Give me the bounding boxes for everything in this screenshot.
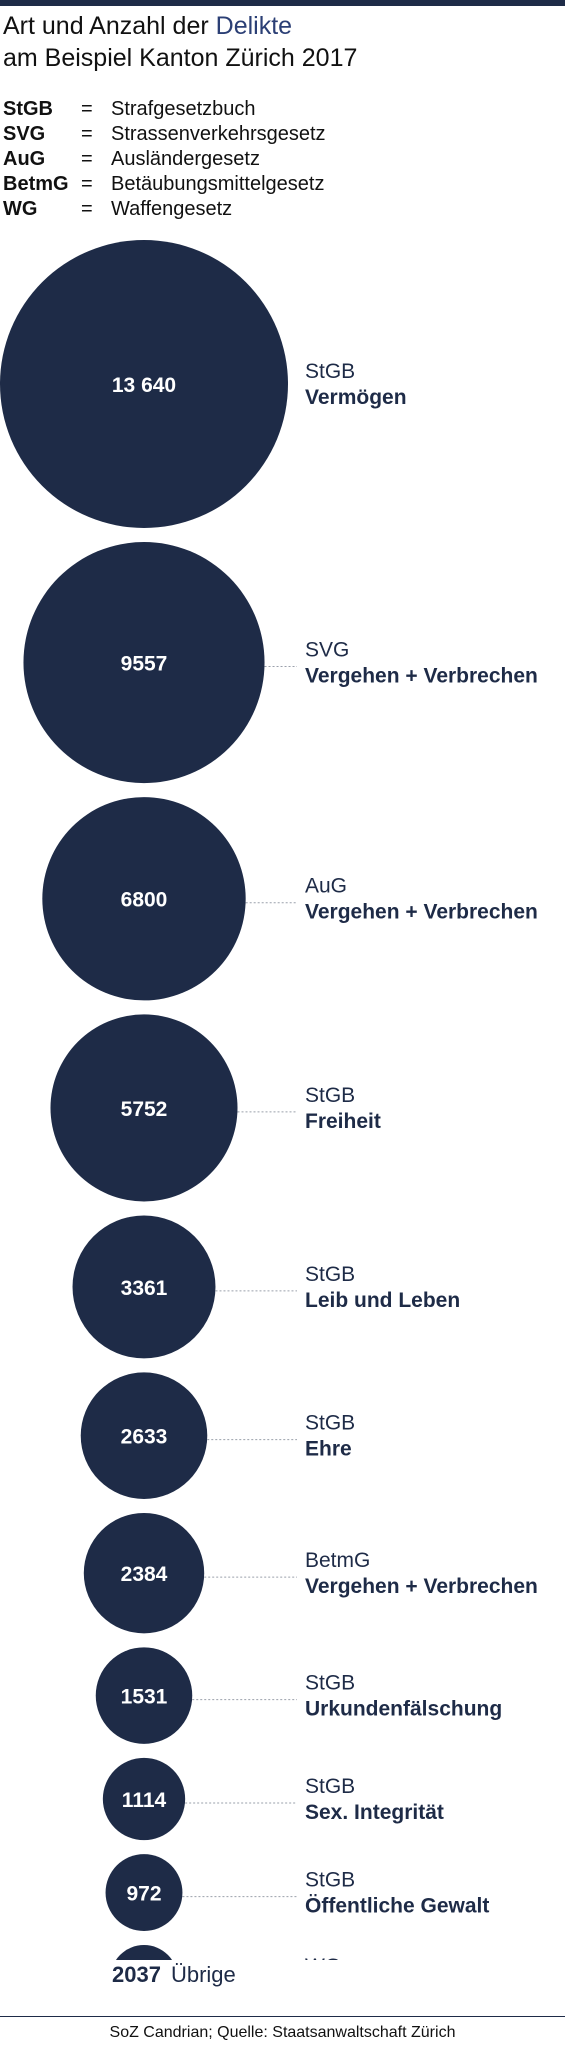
bubble-category-label: Urkundenfälschung xyxy=(305,1698,502,1721)
bubble-item: 2633 StGB Ehre xyxy=(80,1372,355,1499)
bubble-category-label: Ehre xyxy=(305,1438,352,1461)
bubble-value-label: 972 xyxy=(126,1883,161,1906)
others-value: 2037 xyxy=(112,1962,161,1987)
bubble xyxy=(83,1512,205,1634)
bubble-category-label: Vermögen xyxy=(305,386,407,409)
bubble-category-label: Öffentliche Gewalt xyxy=(305,1895,489,1918)
bubble-category-label: Vergehen + Verbrechen xyxy=(305,1575,538,1598)
legend-full: Strassenverkehrsgesetz xyxy=(111,123,326,145)
footer-rule xyxy=(0,2016,565,2017)
bubble xyxy=(50,1014,238,1202)
chart-title: Art und Anzahl der Delikte am Beispiel K… xyxy=(3,10,357,74)
title-line-2: am Beispiel Kanton Zürich 2017 xyxy=(3,44,358,72)
legend-row: StGB = Strafgesetzbuch xyxy=(3,97,326,122)
others-label: Übrige xyxy=(170,1962,236,1987)
bubble xyxy=(72,1215,216,1359)
bubble-item: 9557 SVG Vergehen + Verbrechen xyxy=(23,542,538,784)
legend-equals: = xyxy=(81,148,93,170)
legend-row: WG = Waffengesetz xyxy=(3,197,326,222)
bubble xyxy=(0,240,288,528)
legend-abbr: SVG xyxy=(3,123,46,145)
legend-full: Betäubungsmittelgesetz xyxy=(111,173,325,195)
bubble-item: 5752 StGB Freiheit xyxy=(50,1014,381,1202)
bubble-category-label: Freiheit xyxy=(305,1110,381,1133)
legend-equals: = xyxy=(81,123,93,145)
bubble-item: 6800 AuG Vergehen + Verbrechen xyxy=(42,797,538,1001)
bubble-law-label: StGB xyxy=(305,360,355,383)
bubble xyxy=(95,1647,193,1744)
title-highlight: Delikte xyxy=(215,12,293,40)
others-row: 2037 Übrige xyxy=(112,1962,236,1988)
bubble-item: 2384 BetmG Vergehen + Verbrechen xyxy=(83,1512,538,1634)
bubble-category-label: Sex. Integrität xyxy=(305,1801,444,1824)
bubble-law-label: StGB xyxy=(305,1869,355,1892)
bubble-category-label: Vergehen + Verbrechen xyxy=(305,665,538,688)
legend-equals: = xyxy=(81,173,93,195)
legend-equals: = xyxy=(81,98,93,120)
title-prefix: Art und Anzahl der xyxy=(3,12,209,40)
legend-abbr: WG xyxy=(3,198,38,220)
bubble-item: 1531 StGB Urkundenfälschung xyxy=(95,1647,502,1744)
bubble-item: 13 640 StGB Vermögen xyxy=(0,240,407,528)
bubble-law-label: BetmG xyxy=(305,1549,370,1572)
bubble-value-label: 1531 xyxy=(121,1686,168,1709)
bubble xyxy=(102,1757,186,1841)
bubble-law-label: StGB xyxy=(305,1412,355,1435)
legend-full: Waffengesetz xyxy=(111,198,233,220)
bubble xyxy=(80,1372,208,1499)
bubble-category-label: Vergehen + Verbrechen xyxy=(305,901,538,924)
bubble xyxy=(105,1854,183,1932)
bubble-value-label: 1114 xyxy=(122,1789,167,1812)
legend-row: SVG = Strassenverkehrsgesetz xyxy=(3,122,326,147)
bubble-law-label: AuG xyxy=(305,875,347,898)
bubble-category-label: Leib und Leben xyxy=(305,1289,460,1312)
bubble-value-label: 5752 xyxy=(121,1098,168,1121)
bubble-value-label: 2633 xyxy=(121,1426,168,1449)
bubble-value-label: 13 640 xyxy=(112,374,176,397)
legend-abbr: BetmG xyxy=(3,173,69,195)
bubble-value-label: 9557 xyxy=(121,653,168,676)
bubble xyxy=(23,542,265,784)
legend-full: Ausländergesetz xyxy=(111,148,260,170)
bubble-chart: 13 640 StGB Vermögen 9557 SVG Vergehen + Verb… xyxy=(0,240,538,1960)
legend-equals: = xyxy=(81,198,93,220)
bubble-value-label: 3361 xyxy=(121,1277,168,1300)
legend-row: AuG = Ausländergesetz xyxy=(3,147,326,172)
bubble-law-label: StGB xyxy=(305,1775,355,1798)
bubble-law-label: SVG xyxy=(305,639,349,662)
bubble-law-label: WG xyxy=(305,1955,341,1960)
bubble-value-label: 6800 xyxy=(121,889,168,912)
bubble-law-label: StGB xyxy=(305,1263,355,1286)
legend-full: Strafgesetzbuch xyxy=(111,98,256,120)
bubble-law-label: StGB xyxy=(305,1672,355,1695)
legend-abbr: StGB xyxy=(3,98,53,120)
bubble-law-label: StGB xyxy=(305,1084,355,1107)
abbreviation-legend: StGB = Strafgesetzbuch SVG = Strassenverkehr… xyxy=(3,97,326,222)
bubble-item: 3361 StGB Leib und Leben xyxy=(72,1215,460,1359)
top-rule xyxy=(0,0,565,6)
bubble xyxy=(115,1945,173,1960)
legend-abbr: AuG xyxy=(3,148,46,170)
legend-row: BetmG = Betäubungsmittelgesetz xyxy=(3,172,326,197)
bubble-item: 972 StGB Öffentliche Gewalt xyxy=(105,1854,489,1932)
bubble xyxy=(42,797,246,1001)
bubble-item: 1114 StGB Sex. Integrität xyxy=(102,1757,444,1841)
source-note: SoZ Candrian; Quelle: Staatsanwaltschaft… xyxy=(109,2024,456,2041)
bubble-item: 750WGVergehen xyxy=(115,1945,341,1960)
bubble-value-label: 2384 xyxy=(121,1563,168,1586)
